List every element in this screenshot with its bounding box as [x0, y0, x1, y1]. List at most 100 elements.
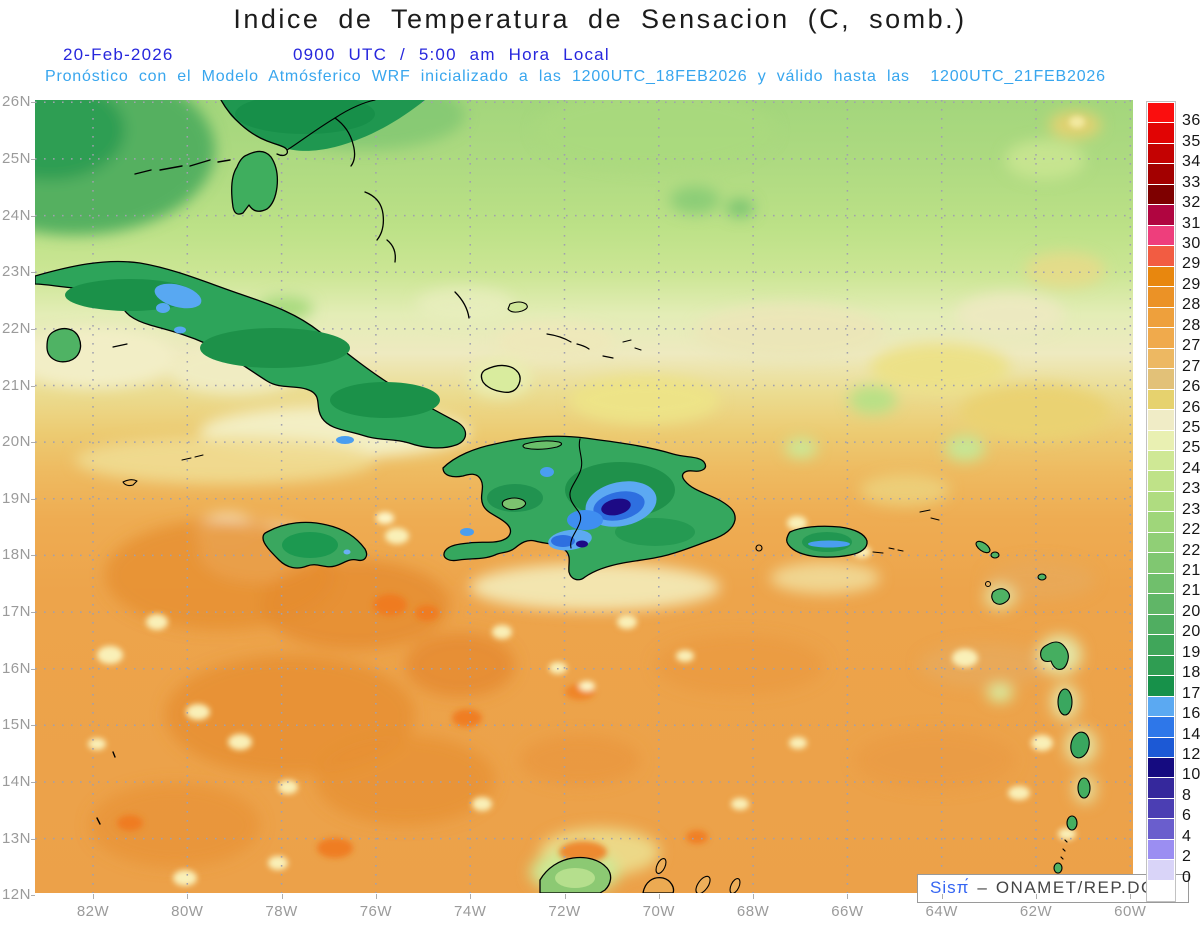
lon-tick [1130, 894, 1132, 899]
coastlines-and-islands [35, 100, 1091, 893]
lat-tick [31, 328, 35, 330]
lat-tick [31, 555, 35, 557]
vieques-virgin-islands [872, 547, 904, 554]
florida-keys [134, 159, 231, 175]
header-datetime: 20-Feb-2026 0900 UTC / 5:00 am Hora Loca… [0, 45, 1200, 65]
lat-label-12N: 12N [1, 886, 31, 904]
colorbar-tick-23: 23 [1182, 500, 1200, 518]
colorbar-tick-2: 2 [1182, 848, 1192, 866]
colorbar-tick-0: 0 [1182, 868, 1192, 886]
colorbar-swatch-13 [1148, 369, 1174, 389]
colorbar-tick-28.5: 28.5 [1182, 296, 1200, 314]
lat-label-19N: 19N [1, 489, 31, 507]
antigua-island [991, 588, 1011, 605]
st-vincent-island [1066, 815, 1078, 831]
lat-tick [31, 272, 35, 274]
lat-label-16N: 16N [1, 659, 31, 677]
andros-island [231, 150, 279, 215]
page-title: Indice de Temperatura de Sensacion (C, s… [233, 4, 967, 34]
forecast-date: 20-Feb-2026 [63, 45, 174, 64]
turks-caicos [622, 339, 642, 351]
lon-label-76W: 76W [359, 903, 393, 920]
colorbar-swatch-2 [1148, 143, 1174, 164]
colorbar-tick-32: 32 [1182, 194, 1200, 212]
colorbar-swatch-0 [1148, 103, 1174, 123]
colorbar-swatch-16 [1148, 430, 1174, 450]
san-andres-providencia [96, 751, 116, 825]
abaco-island [334, 117, 356, 167]
colorbar-tick-8: 8 [1182, 786, 1192, 804]
lat-tick [31, 838, 35, 840]
colorbar-tick-27: 27 [1182, 357, 1200, 375]
anguilla-st-martin [919, 509, 940, 521]
colorbar-swatch-11 [1148, 328, 1174, 348]
sea-temperature-patches [35, 100, 1110, 893]
martinique-island [1070, 731, 1090, 759]
colorbar-tick-19: 19 [1182, 643, 1200, 661]
grenada-island [1053, 862, 1063, 874]
colorbar-tick-22.5: 22.5 [1182, 521, 1200, 539]
colorbar-tick-27.5: 27.5 [1182, 337, 1200, 355]
lat-tick [31, 385, 35, 387]
colorbar-tick-35: 35 [1182, 132, 1200, 150]
lat-tick [31, 725, 35, 727]
colorbar-tick-6: 6 [1182, 807, 1192, 825]
colorbar-tick-16: 16 [1182, 705, 1200, 723]
lon-tick [941, 894, 943, 899]
lat-tick [31, 442, 35, 444]
colorbar-swatch-18 [1148, 471, 1174, 491]
lon-tick [93, 894, 94, 899]
colorbar-swatch-19 [1148, 491, 1174, 512]
colorbar-swatch-9 [1148, 287, 1174, 307]
bonaire-island [729, 878, 741, 893]
lat-label-22N: 22N [1, 319, 31, 337]
colorbar-swatch-1 [1148, 123, 1174, 143]
st-lucia-island [1077, 777, 1091, 799]
long-island [454, 291, 470, 319]
colorbar-swatch-29 [1148, 696, 1174, 717]
colorbar-swatch-25 [1148, 614, 1174, 635]
colorbar-tick-18: 18 [1182, 664, 1200, 682]
sispi-logo: Sisπ́ [930, 878, 970, 897]
lon-label-70W: 70W [642, 903, 675, 920]
colorbar-swatch-37 [1148, 860, 1174, 880]
colorbar-swatch-7 [1148, 246, 1174, 266]
sea-spot-details [88, 116, 1085, 886]
cayo-largo [112, 343, 128, 348]
lon-label-60W: 60W [1114, 903, 1147, 920]
lon-label-82W: 82W [76, 903, 110, 920]
colorbar-tick-33: 33 [1182, 173, 1200, 191]
model-run-info: Pronóstico con el Modelo Atmósferico WRF… [45, 68, 1106, 85]
curacao-island [695, 875, 711, 893]
colorbar-swatch-5 [1148, 205, 1174, 225]
lat-label-21N: 21N [1, 376, 31, 394]
lat-tick [31, 102, 35, 104]
lat-label-24N: 24N [1, 206, 31, 224]
lon-tick [1036, 894, 1037, 899]
lon-label-62W: 62W [1019, 903, 1053, 920]
lat-tick [31, 215, 35, 217]
colorbar-tick-21.5: 21.5 [1182, 562, 1200, 580]
crooked-island [507, 301, 528, 313]
dominica-island [1057, 688, 1073, 716]
lat-label-13N: 13N [1, 829, 31, 847]
mayaguana-island [602, 355, 614, 359]
colorbar-tick-12: 12 [1182, 745, 1200, 763]
lon-label-72W: 72W [548, 903, 581, 920]
colorbar-swatch-26 [1148, 635, 1174, 655]
colorbar-tick-30.7: 30.7 [1182, 235, 1200, 253]
colorbar-swatch-35 [1148, 819, 1174, 839]
colorbar-tick-29: 29 [1182, 275, 1200, 293]
watermark-separator: – [977, 878, 988, 897]
lat-tick [31, 158, 35, 160]
colorbar-swatch-24 [1148, 594, 1174, 614]
lat-tick [31, 498, 35, 500]
lon-label-80W: 80W [171, 903, 204, 920]
lat-tick [31, 895, 35, 897]
colorbar-swatch-6 [1148, 225, 1174, 246]
aruba-island [655, 858, 667, 874]
colorbar-tick-36: 36 [1182, 112, 1200, 130]
colorbar-tick-25.5: 25.5 [1182, 418, 1200, 436]
forecast-local-time: 0900 UTC / 5:00 am Hora Local [293, 45, 610, 64]
